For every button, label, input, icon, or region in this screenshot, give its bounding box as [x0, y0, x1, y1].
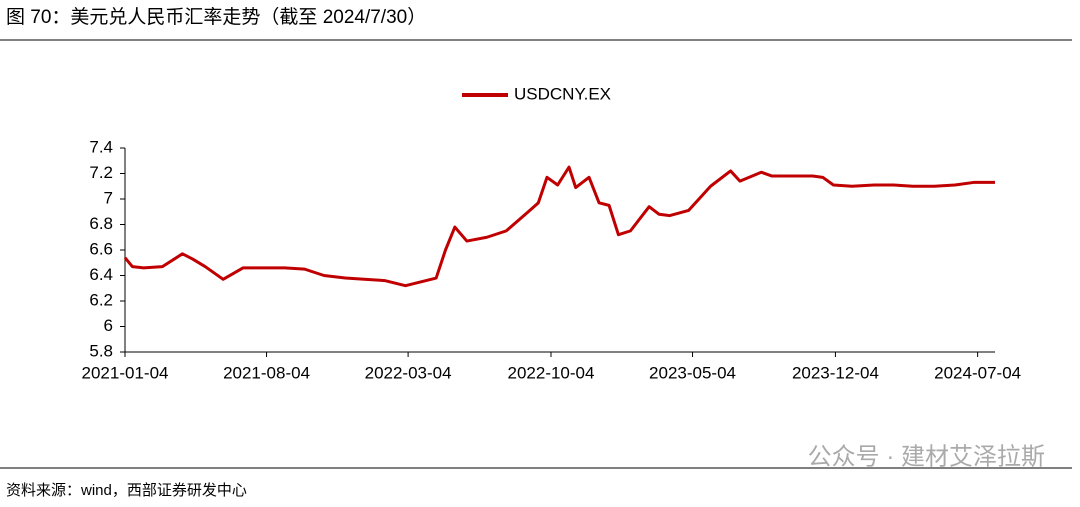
- y-tick-label: 6.6: [89, 239, 113, 258]
- chart-title: 图 70：美元兑人民币汇率走势（截至 2024/7/30）: [6, 6, 426, 28]
- y-tick-label: 6.4: [89, 265, 113, 284]
- x-tick-label: 2024-07-04: [934, 363, 1021, 382]
- y-tick-label: 5.8: [89, 341, 113, 360]
- x-tick-label: 2023-12-04: [792, 363, 879, 382]
- y-tick-label: 6.2: [89, 290, 113, 309]
- legend-label: USDCNY.EX: [514, 84, 611, 103]
- x-tick-label: 2022-03-04: [365, 363, 452, 382]
- source-note: 资料来源：wind，西部证券研发中心: [6, 482, 247, 499]
- x-tick-label: 2023-05-04: [649, 363, 736, 382]
- y-tick-label: 6: [104, 316, 113, 335]
- watermark: 公众号 · 建材艾泽拉斯: [808, 443, 1045, 470]
- x-tick-label: 2021-01-04: [82, 363, 169, 382]
- y-tick-label: 6.8: [89, 214, 113, 233]
- x-tick-label: 2021-08-04: [223, 363, 310, 382]
- y-tick-label: 7: [104, 188, 113, 207]
- series-line: [123, 165, 995, 288]
- x-tick-label: 2022-10-04: [508, 363, 595, 382]
- y-tick-label: 7.4: [89, 137, 113, 156]
- y-tick-label: 7.2: [89, 163, 113, 182]
